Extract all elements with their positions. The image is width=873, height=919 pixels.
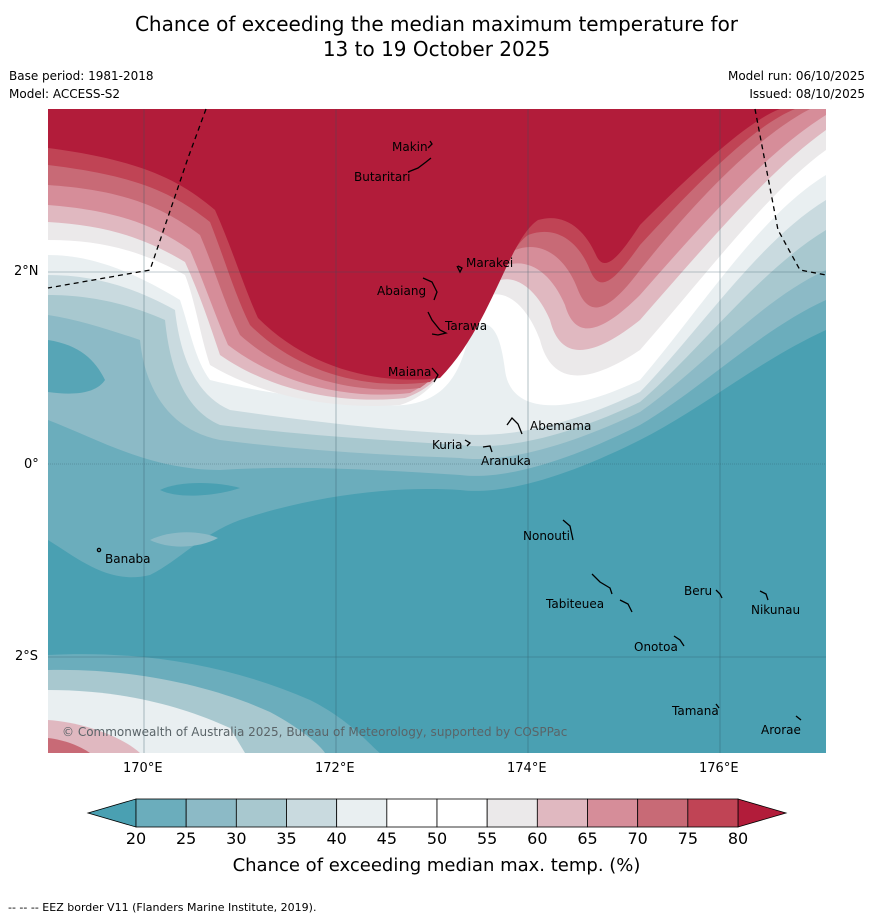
colorbar-label: 65 xyxy=(577,829,598,848)
colorbar-segment xyxy=(436,798,488,828)
colorbar-segment xyxy=(235,798,287,828)
colorbar-label: 45 xyxy=(376,829,397,848)
base-period: Base period: 1981-2018 xyxy=(9,69,154,83)
colorbar-label: 40 xyxy=(326,829,347,848)
colorbar-low-arrow xyxy=(86,798,137,828)
colorbar-segment xyxy=(637,798,689,828)
colorbar xyxy=(86,798,788,828)
colorbar-segment xyxy=(286,798,338,828)
colorbar-label: 75 xyxy=(677,829,698,848)
colorbar-label: 80 xyxy=(727,829,749,848)
colorbar-label: 50 xyxy=(426,829,448,848)
island-label-tarawa: Tarawa xyxy=(444,319,487,333)
island-label-nikunau: Nikunau xyxy=(751,603,800,617)
island-label-abemama: Abemama xyxy=(530,419,591,433)
eez-footnote: -- -- -- EEZ border V11 (Flanders Marine… xyxy=(8,901,317,914)
issued-date: Issued: 08/10/2025 xyxy=(749,87,865,101)
colorbar-segment xyxy=(587,798,639,828)
colorbar-segment xyxy=(687,798,739,828)
colorbar-label: 20 xyxy=(125,829,147,848)
model-run: Model run: 06/10/2025 xyxy=(727,69,865,83)
island-label-marakei: Marakei xyxy=(466,256,513,270)
island-label-abaiang: Abaiang xyxy=(377,284,426,298)
island-label-butaritari: Butaritari xyxy=(354,170,411,184)
lon-tick-170e: 170°E xyxy=(123,761,163,776)
island-label-tamana: Tamana xyxy=(671,704,719,718)
colorbar-segment xyxy=(336,798,388,828)
title-line-1: Chance of exceeding the median maximum t… xyxy=(134,12,739,36)
colorbar-title: Chance of exceeding median max. temp. (%… xyxy=(232,855,641,876)
island-label-aranuka: Aranuka xyxy=(481,454,531,468)
island-label-tabiteuea: Tabiteuea xyxy=(545,597,604,611)
colorbar-segment xyxy=(536,798,588,828)
lat-tick-0: 0° xyxy=(24,457,39,472)
island-label-nonouti: Nonouti xyxy=(523,529,570,543)
copyright-notice: © Commonwealth of Australia 2025, Bureau… xyxy=(62,725,567,739)
colorbar-segment xyxy=(185,798,237,828)
island-outlines xyxy=(96,140,802,721)
island-label-banaba: Banaba xyxy=(105,552,151,566)
lon-tick-176e: 176°E xyxy=(699,761,739,776)
colorbar-label: 70 xyxy=(627,829,648,848)
colorbar-segment xyxy=(135,798,187,828)
colorbar-label: 25 xyxy=(175,829,197,848)
colorbar-label: 30 xyxy=(226,829,247,848)
lat-tick-2n: 2°N xyxy=(14,264,39,279)
model-name: Model: ACCESS-S2 xyxy=(9,87,121,101)
colorbar-segment xyxy=(386,798,438,828)
island-label-makin: Makin xyxy=(392,140,428,154)
lon-tick-172e: 172°E xyxy=(315,761,355,776)
island-label-onotoa: Onotoa xyxy=(634,640,678,654)
island-label-beru: Beru xyxy=(684,584,712,598)
colorbar-label: 60 xyxy=(527,829,548,848)
colorbar-segment xyxy=(486,798,538,828)
lat-tick-2s: 2°S xyxy=(15,649,39,664)
colorbar-high-arrow xyxy=(737,798,788,828)
colorbar-label: 35 xyxy=(276,829,297,848)
island-label-maiana: Maiana xyxy=(388,365,431,379)
island-label-arorae: Arorae xyxy=(761,723,801,737)
eez-border xyxy=(47,108,827,289)
title-line-2: 13 to 19 October 2025 xyxy=(322,37,551,61)
colorbar-label: 55 xyxy=(476,829,498,848)
island-label-kuria: Kuria xyxy=(432,438,463,452)
lon-tick-174e: 174°E xyxy=(507,761,547,776)
